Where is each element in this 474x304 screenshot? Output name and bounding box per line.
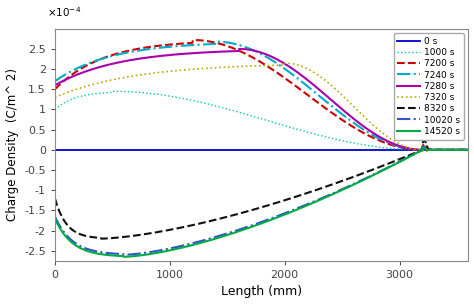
- 10020 s: [121, 253, 127, 257]
- 8320 s: [52, 196, 58, 200]
- 0 s: [158, 148, 164, 152]
- Line: 8320 s: 8320 s: [55, 140, 468, 239]
- 8320 s: [465, 148, 471, 152]
- 7240 s: [240, 44, 246, 48]
- Line: 7320 s: 7320 s: [55, 63, 468, 152]
- 7280 s: [158, 54, 164, 58]
- Line: 7200 s: 7200 s: [55, 40, 468, 150]
- 7280 s: [364, 127, 370, 131]
- 0 s: [52, 148, 58, 152]
- 8320 s: [364, 170, 370, 174]
- 1000 s: [110, 89, 116, 93]
- 7200 s: [52, 88, 58, 91]
- 8320 s: [296, 194, 302, 197]
- 14520 s: [329, 193, 335, 196]
- 8320 s: [329, 183, 335, 186]
- 0 s: [465, 148, 471, 152]
- 7320 s: [125, 75, 131, 79]
- 7200 s: [465, 148, 471, 152]
- 7240 s: [125, 50, 131, 54]
- 7280 s: [237, 47, 242, 51]
- 1000 s: [52, 108, 58, 111]
- 7200 s: [158, 44, 164, 47]
- 8320 s: [98, 237, 104, 240]
- Line: 10020 s: 10020 s: [55, 147, 468, 255]
- 14520 s: [465, 148, 471, 152]
- 10020 s: [240, 226, 246, 230]
- 7200 s: [364, 133, 370, 136]
- 0 s: [328, 148, 334, 152]
- 10020 s: [465, 148, 471, 152]
- 7200 s: [125, 49, 131, 53]
- 10020 s: [52, 215, 58, 218]
- 7240 s: [52, 79, 58, 83]
- 7200 s: [329, 111, 335, 115]
- 14520 s: [52, 217, 58, 220]
- 14520 s: [421, 146, 427, 149]
- 7320 s: [364, 118, 370, 121]
- 10020 s: [364, 176, 370, 180]
- 7200 s: [240, 50, 246, 54]
- 10020 s: [329, 192, 335, 196]
- 14520 s: [121, 255, 127, 259]
- Legend: 0 s, 1000 s, 7200 s, 7240 s, 7280 s, 7320 s, 8320 s, 10020 s, 14520 s: 0 s, 1000 s, 7200 s, 7240 s, 7280 s, 732…: [393, 33, 464, 140]
- 7320 s: [296, 64, 302, 67]
- 10020 s: [159, 248, 165, 252]
- 8320 s: [159, 230, 165, 233]
- 0 s: [125, 148, 131, 152]
- 7240 s: [329, 104, 335, 108]
- 7320 s: [158, 70, 164, 74]
- 7240 s: [364, 130, 370, 133]
- 14520 s: [240, 228, 246, 232]
- Line: 1000 s: 1000 s: [55, 91, 468, 151]
- 7320 s: [329, 84, 335, 88]
- 7280 s: [125, 59, 131, 62]
- 1000 s: [240, 112, 246, 115]
- 7320 s: [239, 64, 245, 68]
- 7240 s: [213, 40, 219, 43]
- 1000 s: [364, 143, 370, 147]
- 0 s: [239, 148, 245, 152]
- 10020 s: [421, 145, 427, 148]
- 0 s: [364, 148, 369, 152]
- 7320 s: [52, 95, 58, 99]
- X-axis label: Length (mm): Length (mm): [221, 285, 302, 299]
- 7200 s: [296, 87, 302, 91]
- 7320 s: [282, 61, 288, 65]
- 1000 s: [423, 149, 428, 153]
- 1000 s: [329, 136, 335, 140]
- 14520 s: [159, 250, 165, 254]
- 14520 s: [126, 255, 132, 258]
- 14520 s: [296, 207, 302, 210]
- 7320 s: [465, 148, 471, 152]
- 1000 s: [465, 148, 471, 152]
- 8320 s: [126, 235, 132, 238]
- Line: 7280 s: 7280 s: [55, 49, 468, 150]
- 7280 s: [240, 47, 246, 51]
- 10020 s: [126, 253, 132, 256]
- 7200 s: [190, 38, 196, 42]
- Line: 7240 s: 7240 s: [55, 42, 468, 150]
- 1000 s: [296, 128, 302, 132]
- 7320 s: [422, 150, 428, 154]
- 7240 s: [465, 148, 471, 152]
- 1000 s: [126, 90, 132, 94]
- 7240 s: [296, 78, 302, 81]
- 8320 s: [240, 211, 246, 214]
- Text: $\times10^{-4}$: $\times10^{-4}$: [46, 6, 81, 19]
- 7280 s: [52, 83, 58, 87]
- 7280 s: [329, 98, 335, 102]
- 7280 s: [296, 72, 302, 75]
- 10020 s: [296, 206, 302, 209]
- Y-axis label: Charge Density  (C/m^ 2): Charge Density (C/m^ 2): [6, 68, 18, 221]
- 1000 s: [159, 93, 165, 97]
- 7240 s: [158, 46, 164, 50]
- 0 s: [296, 148, 301, 152]
- 7280 s: [465, 148, 471, 152]
- Line: 14520 s: 14520 s: [55, 147, 468, 257]
- 8320 s: [421, 138, 427, 142]
- 14520 s: [364, 176, 370, 180]
